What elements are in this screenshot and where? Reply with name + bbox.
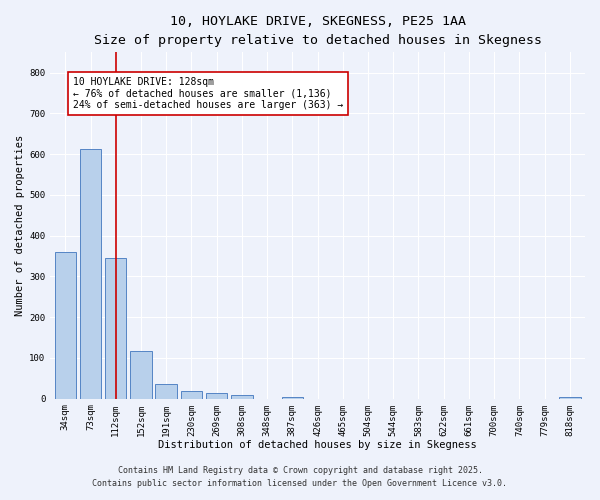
Bar — [80, 148, 101, 398]
Bar — [105, 258, 127, 398]
Bar — [155, 384, 177, 398]
Title: 10, HOYLAKE DRIVE, SKEGNESS, PE25 1AA
Size of property relative to detached hous: 10, HOYLAKE DRIVE, SKEGNESS, PE25 1AA Si… — [94, 15, 542, 47]
Text: Contains HM Land Registry data © Crown copyright and database right 2025.
Contai: Contains HM Land Registry data © Crown c… — [92, 466, 508, 487]
Text: 10 HOYLAKE DRIVE: 128sqm
← 76% of detached houses are smaller (1,136)
24% of sem: 10 HOYLAKE DRIVE: 128sqm ← 76% of detach… — [73, 77, 343, 110]
Bar — [281, 396, 303, 398]
Bar — [181, 390, 202, 398]
Bar — [130, 352, 152, 399]
Bar — [231, 395, 253, 398]
Bar — [206, 393, 227, 398]
Y-axis label: Number of detached properties: Number of detached properties — [15, 135, 25, 316]
Bar — [559, 396, 581, 398]
X-axis label: Distribution of detached houses by size in Skegness: Distribution of detached houses by size … — [158, 440, 477, 450]
Bar — [55, 252, 76, 398]
